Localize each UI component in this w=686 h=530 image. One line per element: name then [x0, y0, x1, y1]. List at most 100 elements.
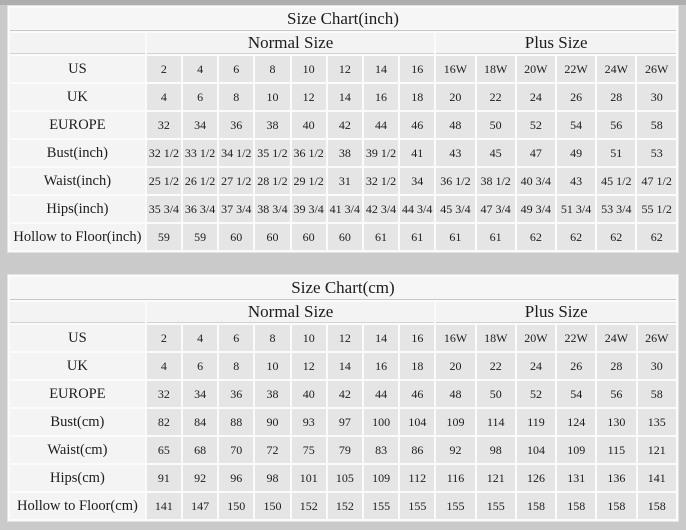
table-row: Waist(cm) 65 68 70 72 75 79 83 86 92 98 104 109 115 12… — [10, 437, 676, 463]
size-value-cell: 4 — [146, 84, 181, 110]
size-value-cell: 14 — [363, 56, 399, 82]
size-value-cell: 24W — [597, 325, 636, 351]
size-value-cell: 43 — [556, 168, 596, 194]
size-value-cell: 22W — [556, 56, 596, 82]
corner-cell — [10, 302, 145, 323]
size-value-cell: 158 — [597, 493, 636, 519]
size-value-cell: 40 3/4 — [516, 168, 555, 194]
size-value-cell: 59 — [146, 224, 181, 250]
size-value-cell: 34 — [183, 381, 218, 407]
table-title: Size Chart(cm) — [10, 277, 676, 300]
table-row: UK 4 6 8 10 12 14 16 18 20 22 24 26 28 30 — [10, 84, 676, 110]
size-value-cell: 18 — [400, 84, 435, 110]
size-value-cell: 48 — [436, 112, 475, 138]
size-value-cell: 115 — [597, 437, 636, 463]
row-label: Bust(inch) — [10, 140, 145, 166]
row-label: Hips(inch) — [10, 196, 145, 222]
size-value-cell: 16 — [400, 325, 435, 351]
size-value-cell: 86 — [400, 437, 435, 463]
size-value-cell: 58 — [637, 381, 676, 407]
row-label: US — [10, 325, 145, 351]
table-row: Waist(inch) 25 1/2 26 1/2 27 1/2 28 1/2 29 1/… — [10, 168, 676, 194]
column-group-row: Normal Size Plus Size — [10, 302, 676, 323]
size-value-cell: 65 — [146, 437, 181, 463]
size-value-cell: 36 3/4 — [182, 196, 218, 222]
size-value-cell: 38 — [255, 381, 290, 407]
table-row: EUROPE 32 34 36 38 40 42 44 46 48 50 52 54 56 58 — [10, 381, 676, 407]
size-value-cell: 2 — [146, 325, 181, 351]
size-value-cell: 28 1/2 — [255, 168, 290, 194]
row-label: US — [10, 56, 145, 82]
size-value-cell: 12 — [291, 84, 326, 110]
size-value-cell: 96 — [219, 465, 254, 491]
size-value-cell: 26 — [556, 84, 596, 110]
size-value-cell: 8 — [255, 56, 290, 82]
size-value-cell: 121 — [476, 465, 515, 491]
size-value-cell: 28 — [597, 353, 636, 379]
size-value-cell: 55 1/2 — [637, 196, 676, 222]
size-value-cell: 93 — [291, 409, 326, 435]
size-value-cell: 53 — [637, 140, 676, 166]
size-value-cell: 4 — [146, 353, 181, 379]
size-value-cell: 25 1/2 — [146, 168, 181, 194]
size-value-cell: 152 — [291, 493, 326, 519]
size-value-cell: 46 — [400, 381, 435, 407]
size-value-cell: 6 — [183, 353, 218, 379]
size-value-cell: 121 — [637, 437, 676, 463]
size-value-cell: 40 — [291, 381, 326, 407]
size-value-cell: 49 — [556, 140, 596, 166]
row-label: Hips(cm) — [10, 465, 145, 491]
size-value-cell: 42 3/4 — [363, 196, 399, 222]
size-value-cell: 44 — [364, 381, 399, 407]
size-value-cell: 47 1/2 — [637, 168, 676, 194]
size-value-cell: 141 — [146, 493, 181, 519]
size-value-cell: 62 — [556, 224, 596, 250]
size-value-cell: 14 — [327, 353, 363, 379]
size-value-cell: 152 — [327, 493, 363, 519]
size-value-cell: 36 — [219, 112, 254, 138]
size-value-cell: 30 — [637, 353, 676, 379]
size-value-cell: 49 3/4 — [516, 196, 555, 222]
size-value-cell: 44 3/4 — [400, 196, 435, 222]
size-value-cell: 18W — [476, 325, 515, 351]
size-value-cell: 38 3/4 — [255, 196, 290, 222]
size-value-cell: 51 3/4 — [556, 196, 596, 222]
size-value-cell: 84 — [183, 409, 218, 435]
size-value-cell: 14 — [364, 325, 399, 351]
size-value-cell: 32 1/2 — [146, 140, 181, 166]
size-value-cell: 79 — [327, 437, 363, 463]
size-value-cell: 41 — [400, 140, 435, 166]
size-value-cell: 114 — [476, 409, 515, 435]
size-value-cell: 32 — [146, 381, 181, 407]
size-value-cell: 6 — [219, 325, 254, 351]
size-value-cell: 38 — [327, 140, 362, 166]
size-value-cell: 62 — [597, 224, 636, 250]
size-value-cell: 16 — [400, 56, 435, 82]
size-value-cell: 101 — [291, 465, 326, 491]
size-chart-cm-table: Size Chart(cm) Normal Size Plus Size US 2… — [8, 275, 678, 521]
size-value-cell: 47 — [516, 140, 555, 166]
size-value-cell: 68 — [183, 437, 218, 463]
table-row: EUROPE 32 34 36 38 40 42 44 46 48 50 52 54 56 58 — [10, 112, 676, 138]
size-value-cell: 104 — [516, 437, 556, 463]
size-value-cell: 155 — [476, 493, 515, 519]
size-value-cell: 91 — [146, 465, 181, 491]
size-value-cell: 141 — [637, 465, 676, 491]
size-value-cell: 20W — [516, 56, 555, 82]
size-value-cell: 36 1/2 — [291, 140, 326, 166]
row-label: EUROPE — [10, 112, 145, 138]
size-value-cell: 22 — [476, 84, 515, 110]
size-value-cell: 61 — [363, 224, 399, 250]
size-value-cell: 41 3/4 — [327, 196, 362, 222]
size-value-cell: 34 1/2 — [219, 140, 254, 166]
size-value-cell: 60 — [219, 224, 254, 250]
size-value-cell: 158 — [557, 493, 596, 519]
size-value-cell: 20W — [516, 325, 556, 351]
size-value-cell: 4 — [182, 56, 218, 82]
size-value-cell: 116 — [436, 465, 475, 491]
table-title: Size Chart(inch) — [10, 8, 676, 31]
size-value-cell: 28 — [597, 84, 636, 110]
size-value-cell: 124 — [557, 409, 596, 435]
size-value-cell: 26 1/2 — [182, 168, 218, 194]
size-value-cell: 16 — [363, 84, 399, 110]
